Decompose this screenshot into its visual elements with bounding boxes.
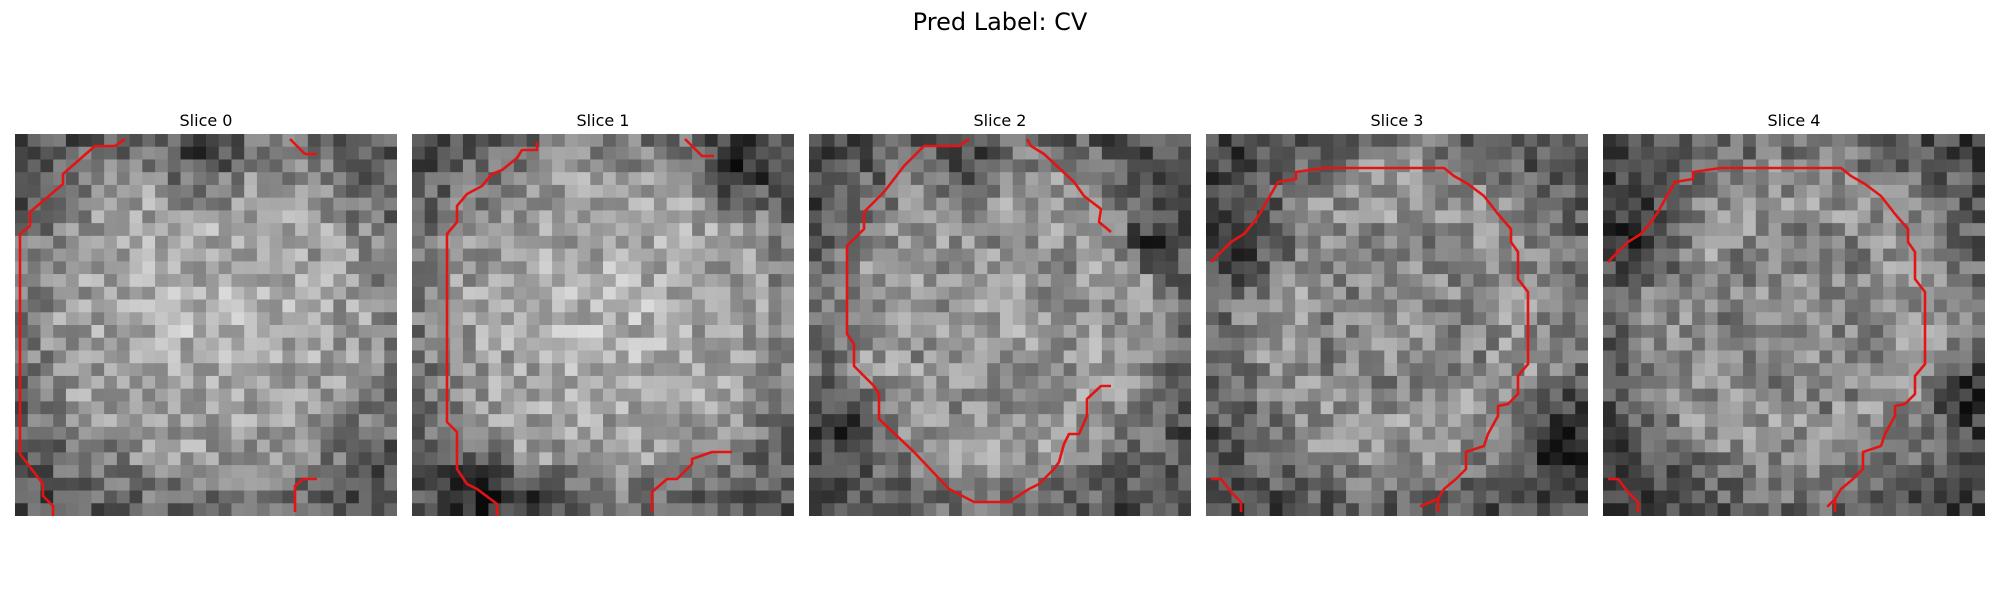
contour-line-2 <box>293 477 317 512</box>
slice-image-1 <box>412 134 794 516</box>
slice-panel-4: Slice 4 <box>1603 108 1985 516</box>
pixel-grid <box>15 134 397 516</box>
slice-panel-2: Slice 2 <box>809 108 1191 516</box>
slice-image-4 <box>1603 134 1985 516</box>
pixel-grid <box>1206 134 1588 516</box>
contour-line-1 <box>1025 138 1112 233</box>
slice-image-2 <box>809 134 1191 516</box>
contour-line-1 <box>1608 477 1640 512</box>
contour-line-0 <box>1607 166 1927 508</box>
slice-title-2: Slice 2 <box>973 111 1027 130</box>
contour-line-1 <box>1211 477 1243 512</box>
slice-title-1: Slice 1 <box>576 111 630 130</box>
slice-title-0: Slice 0 <box>179 111 233 130</box>
pixel-grid <box>1603 134 1985 516</box>
contour-line-1 <box>289 138 317 156</box>
slice-image-3 <box>1206 134 1588 516</box>
contour-line-0 <box>18 137 126 516</box>
slice-title-4: Slice 4 <box>1767 111 1821 130</box>
contour-line-0 <box>845 137 1111 504</box>
slice-title-3: Slice 3 <box>1370 111 1424 130</box>
slice-panel-1: Slice 1 <box>412 108 794 516</box>
contour-line-0 <box>445 142 539 516</box>
figure-suptitle: Pred Label: CV <box>912 8 1088 36</box>
pixel-grid <box>412 134 794 516</box>
slice-panel-3: Slice 3 <box>1206 108 1588 516</box>
slice-panel-0: Slice 0 <box>15 108 397 516</box>
pixel-grid <box>809 134 1191 516</box>
contour-line-0 <box>1210 166 1530 508</box>
slice-image-0 <box>15 134 397 516</box>
contour-line-2 <box>650 450 732 512</box>
contour-line-1 <box>684 138 714 158</box>
